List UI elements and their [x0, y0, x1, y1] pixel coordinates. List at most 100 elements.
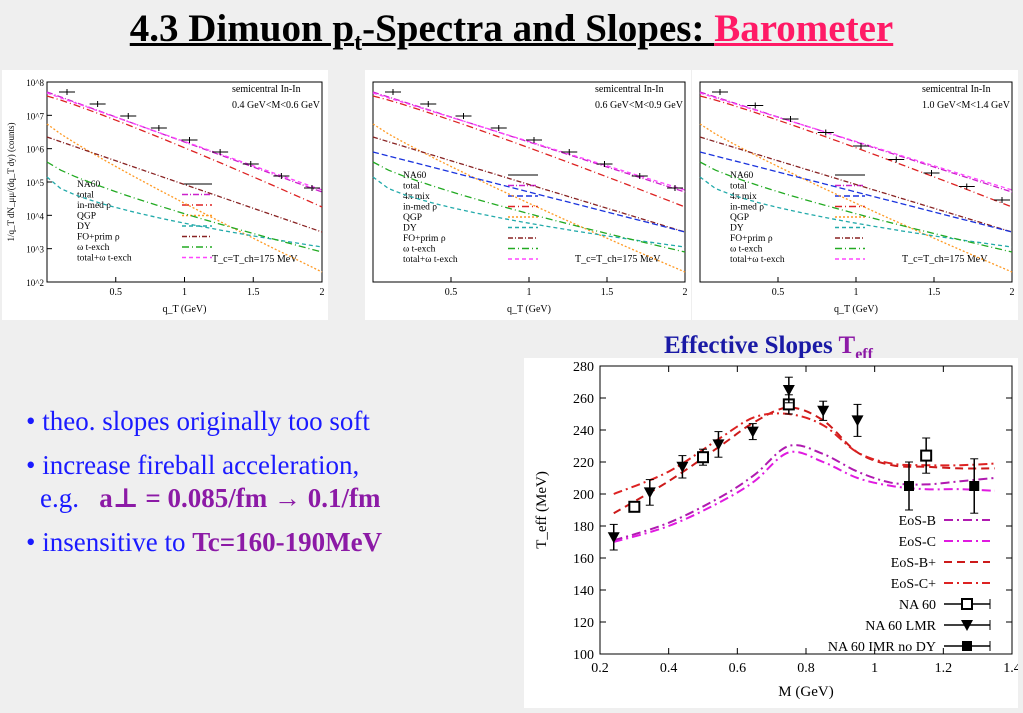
x-tick-label: 0.2 — [591, 661, 609, 676]
panel-mass-range: 0.6 GeV<M<0.9 GeV — [595, 100, 684, 111]
x-tick-label: 1.2 — [935, 661, 953, 676]
legend-label: NA 60 — [899, 598, 936, 613]
tc-label: T_c=T_ch=175 MeV — [575, 254, 661, 265]
x-axis-label: q_T (GeV) — [834, 304, 878, 315]
spectrum-curve — [46, 123, 323, 273]
x-tick-label: 1.5 — [247, 287, 260, 298]
tc-label: T_c=T_ch=175 MeV — [212, 254, 298, 265]
spectrum-curve — [46, 136, 323, 233]
panel-header: semicentral In-In — [922, 84, 991, 95]
na60-imr-marker — [969, 481, 980, 491]
x-tick-label: 0.8 — [797, 661, 815, 676]
y-tick-label: 10^6 — [26, 145, 44, 155]
y-tick-label: 100 — [573, 648, 594, 663]
title-text: 4.3 Dimuon p — [129, 7, 355, 50]
na60-lmr-marker — [961, 620, 973, 631]
bullet-list: • theo. slopes originally too soft • inc… — [26, 405, 506, 571]
title-subscript: t — [354, 29, 363, 56]
spectrum-curve — [46, 95, 323, 208]
spectrum-panel-2: 0.5 1 1.5 2 q_T (GeV) semicentral In-In 0.6 Ge… — [365, 70, 691, 320]
y-tick-label: 10^7 — [26, 111, 44, 121]
legend-label: DY — [730, 224, 744, 234]
spectrum-curve — [699, 123, 1013, 273]
bullet-3-text: • insensitive to — [26, 527, 193, 558]
legend-label: in-med ρ — [403, 203, 437, 213]
y-tick-label: 140 — [573, 584, 594, 599]
acceleration-formula: a⊥ = 0.085/fm → 0.1/fm — [99, 482, 381, 513]
bullet-2: • increase fireball acceleration, — [26, 450, 360, 481]
x-tick-label: 1 — [527, 287, 532, 298]
title-highlight: Barometer — [714, 7, 894, 50]
na60-marker — [961, 598, 973, 610]
x-tick-label: 1.5 — [601, 287, 614, 298]
slopes-title-sym: T — [838, 332, 856, 359]
x-tick-label: 1 — [871, 661, 878, 676]
x-tick-label: 2 — [1010, 287, 1015, 298]
na60-marker — [628, 500, 641, 513]
legend-label: NA60 — [77, 180, 100, 190]
x-tick-label: 2 — [683, 287, 688, 298]
na60-lmr-marker — [851, 415, 864, 427]
x-tick-label: 2 — [320, 287, 325, 298]
legend-label: QGP — [730, 213, 749, 223]
y-tick-label: 240 — [573, 424, 594, 439]
legend-label: FO+prim ρ — [730, 234, 773, 244]
y-tick-label: 220 — [573, 456, 594, 471]
title-text-middle: -Spectra and Slopes: — [362, 7, 715, 50]
legend-label: EoS-B — [899, 514, 936, 529]
legend-label: EoS-C+ — [891, 577, 936, 592]
spectrum-panel-1: 0.5 1 1.5 2 q_T (GeV) 10^2 10^3 10^4 10^5 10^6 10^… — [2, 70, 328, 320]
legend-label: ω t-exch — [730, 245, 763, 255]
spectrum-curve — [699, 95, 1013, 208]
na60-lmr-marker — [817, 405, 830, 417]
x-tick-label: 1 — [182, 287, 187, 298]
x-tick-label: 1.4 — [1003, 661, 1018, 676]
panel-header: semicentral In-In — [595, 84, 664, 95]
legend-label: total — [730, 182, 747, 192]
y-tick-label: 10^8 — [26, 78, 44, 88]
legend-label: NA60 — [730, 171, 753, 181]
spectrum-curve — [372, 95, 686, 208]
na60-imr-marker — [904, 481, 914, 491]
bullet-2-formula-line: e.g. a⊥ = 0.085/fm → 0.1/fm — [26, 482, 506, 514]
legend-label: DY — [77, 222, 91, 232]
spectrum-curve — [372, 92, 686, 191]
spectrum-curve — [372, 136, 686, 233]
x-tick-label: 0.5 — [445, 287, 458, 298]
spectrum-curve — [46, 161, 323, 253]
legend-label: total — [403, 182, 420, 192]
legend-label: ω t-exch — [77, 243, 110, 253]
spectrum-curve — [372, 161, 686, 253]
y-tick-label: 10^5 — [26, 178, 44, 188]
series-line-eos-c — [613, 450, 995, 543]
eg-label: e.g. — [40, 482, 79, 513]
x-axis-label: q_T (GeV) — [163, 304, 207, 315]
panel-header: semicentral In-In — [232, 84, 301, 95]
legend-label: FO+prim ρ — [403, 234, 446, 244]
spectrum-curve — [699, 161, 1013, 253]
spectrum-curve — [372, 123, 686, 273]
legend-label: 4π mix — [730, 192, 757, 202]
legend-label: 4π mix — [403, 192, 430, 202]
y-tick-label: 280 — [573, 360, 594, 375]
spectrum-curve — [699, 92, 1013, 191]
legend-label: EoS-C — [899, 535, 936, 550]
legend-label: NA 60 IMR no DY — [828, 640, 936, 655]
na60-marker — [920, 449, 933, 462]
na60-lmr-marker — [746, 426, 759, 438]
plot-frame — [599, 365, 1013, 655]
legend-label: total+ω t-exch — [730, 255, 785, 265]
spectrum-panel-3: 0.5 1 1.5 2 q_T (GeV) semicentral In-In 1.0 Ge… — [692, 70, 1018, 320]
x-tick-label: 0.4 — [660, 661, 678, 676]
y-tick-label: 10^3 — [26, 245, 44, 255]
spectrum-curve — [46, 91, 323, 193]
y-axis-label: 1/q_T dN_μμ/(dq_T dy) (counts) — [6, 122, 16, 241]
panel-mass-range: 1.0 GeV<M<1.4 GeV — [922, 100, 1011, 111]
na60-lmr-marker — [643, 487, 656, 499]
series-line-eos-b- — [613, 406, 995, 515]
panel-mass-range: 0.4 GeV<M<0.6 GeV — [232, 100, 321, 111]
tc-range: Tc=160-190MeV — [192, 527, 383, 558]
bullet-1: • theo. slopes originally too soft — [26, 406, 370, 436]
na60-marker — [697, 451, 709, 464]
legend-label: QGP — [403, 213, 422, 223]
